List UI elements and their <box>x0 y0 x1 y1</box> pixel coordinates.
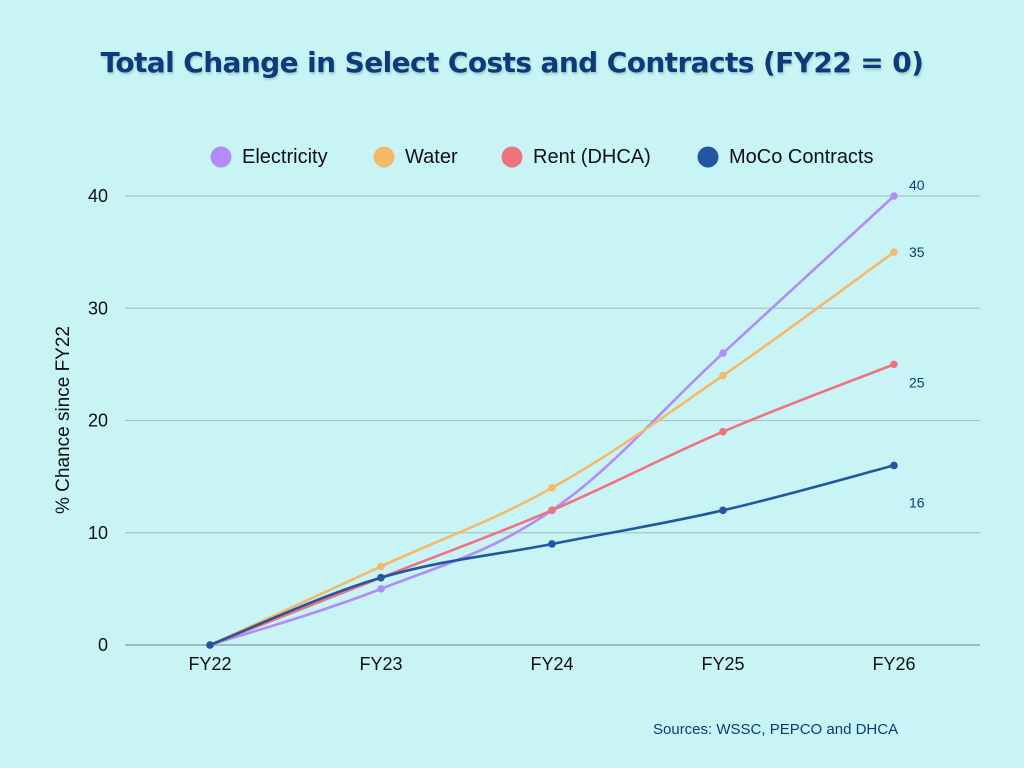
data-point <box>719 506 727 515</box>
data-point <box>719 427 727 436</box>
data-point <box>719 349 727 357</box>
data-point <box>719 371 727 380</box>
data-point <box>377 562 385 571</box>
legend-swatch-icon <box>210 146 232 168</box>
end-value-label: 40 <box>909 177 925 193</box>
x-tick-label: FY22 <box>188 654 231 674</box>
x-axis-ticks: FY22 FY23 FY24 FY25 FY26 <box>188 654 915 674</box>
x-tick-label: FY26 <box>872 654 915 674</box>
legend: Electricity Water Rent (DHCA) MoCo Contract… <box>210 146 874 168</box>
data-point <box>548 540 556 548</box>
end-value-label: 25 <box>909 374 925 390</box>
y-tick-label: 20 <box>88 411 108 431</box>
y-axis-title: % Chance since FY22 <box>53 326 74 514</box>
series-line <box>209 251 895 647</box>
y-tick-label: 40 <box>88 186 108 206</box>
x-tick-label: FY25 <box>701 654 744 674</box>
end-value-label: 16 <box>909 494 925 510</box>
legend-swatch-icon <box>697 146 719 168</box>
source-note: Sources: WSSC, PEPCO and DHCA <box>653 721 899 738</box>
series-lines <box>206 192 898 649</box>
series-rent-dhca <box>206 360 898 649</box>
x-tick-label: FY24 <box>530 654 573 674</box>
series-line <box>209 195 895 647</box>
end-value-label: 35 <box>909 244 925 260</box>
data-point <box>206 641 214 649</box>
y-axis-ticks: 0 10 20 30 40 <box>88 186 108 655</box>
legend-item: Rent (DHCA) <box>501 146 651 168</box>
y-tick-label: 30 <box>88 298 108 318</box>
data-point <box>890 461 898 470</box>
legend-item: Water <box>373 146 458 168</box>
y-tick-label: 10 <box>88 523 108 543</box>
series-moco-contracts <box>206 461 898 649</box>
series-water <box>206 248 898 649</box>
chart-title: Total Change in Select Costs and Contrac… <box>100 46 924 79</box>
legend-item: MoCo Contracts <box>697 146 874 168</box>
legend-label: Water <box>405 146 458 168</box>
data-point <box>548 484 556 492</box>
data-point <box>890 192 898 200</box>
data-point <box>890 360 898 369</box>
legend-label: MoCo Contracts <box>729 146 874 168</box>
legend-label: Rent (DHCA) <box>533 146 651 168</box>
legend-item: Electricity <box>210 146 328 168</box>
y-tick-label: 0 <box>98 635 108 655</box>
legend-swatch-icon <box>501 146 523 168</box>
legend-label: Electricity <box>242 146 328 168</box>
series-line <box>209 464 895 647</box>
x-tick-label: FY23 <box>359 654 402 674</box>
end-labels: 40 35 25 16 <box>909 177 925 510</box>
data-point <box>890 248 898 256</box>
legend-swatch-icon <box>373 146 395 168</box>
data-point <box>548 506 556 515</box>
gridlines <box>125 195 980 646</box>
data-point <box>377 585 385 593</box>
data-point <box>377 573 385 582</box>
